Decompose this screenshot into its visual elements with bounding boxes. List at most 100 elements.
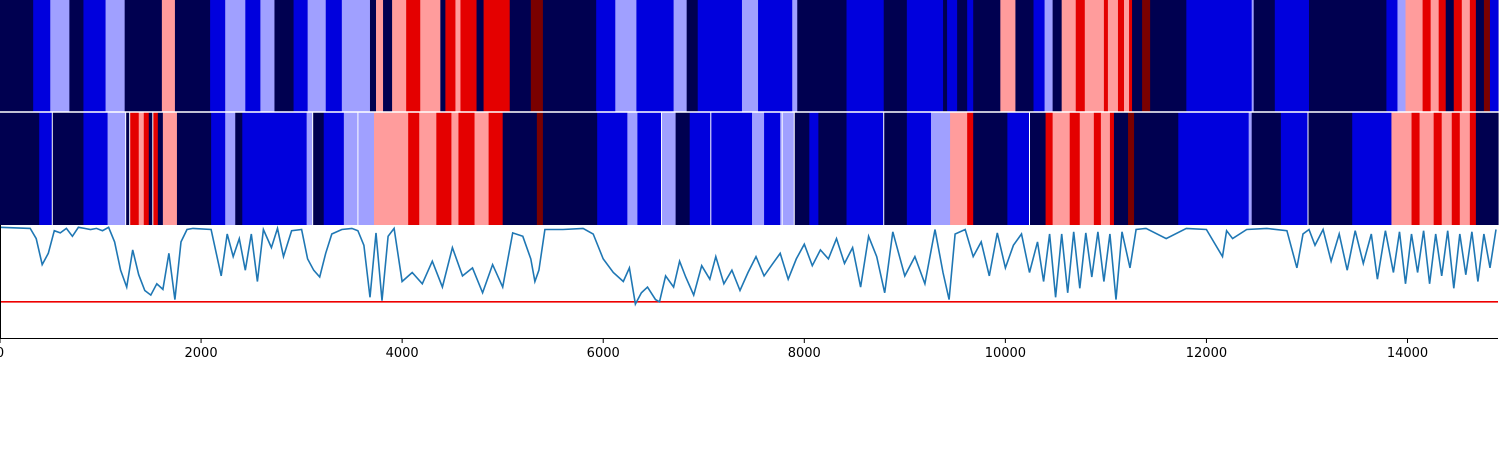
heatmap-cell	[1451, 112, 1461, 225]
heatmap-cell	[157, 112, 164, 225]
heatmap-cell	[488, 112, 504, 225]
heatmap-cell	[1397, 0, 1407, 112]
heatmap-cell	[50, 0, 70, 112]
heatmap-cell	[152, 112, 159, 225]
heatmap-cell	[1117, 0, 1125, 112]
heatmap-cell	[1489, 0, 1499, 112]
heatmap-cell	[1280, 112, 1309, 225]
heatmap-cell	[1084, 0, 1105, 112]
heatmap-track-top	[0, 0, 1499, 112]
heatmap-cell	[1248, 112, 1253, 225]
heatmap-cell	[675, 112, 691, 225]
heatmap-cell	[764, 112, 781, 225]
heatmap-cell	[1007, 112, 1031, 225]
heatmap-cell	[33, 0, 51, 112]
heatmap-cell	[242, 112, 262, 225]
heatmap-cell	[312, 112, 325, 225]
heatmap-cell	[883, 112, 908, 225]
heatmap-cell	[1433, 112, 1443, 225]
heatmap-cell	[1015, 0, 1035, 112]
x-tick-label: 2000	[185, 346, 218, 361]
heatmap-cell	[509, 0, 532, 112]
heatmap-cell	[689, 112, 712, 225]
heatmap-cell	[752, 112, 765, 225]
heatmap-cell	[458, 112, 476, 225]
heatmap-cell	[420, 0, 441, 112]
heatmap-cell	[124, 0, 163, 112]
x-tick-label: 0	[0, 346, 4, 361]
heatmap-cell	[542, 0, 597, 112]
line-panel	[0, 225, 1498, 339]
heatmap-cell	[1461, 0, 1471, 112]
heatmap-cell	[1128, 112, 1135, 225]
heatmap-cell	[499, 0, 511, 112]
heatmap-cell	[83, 0, 107, 112]
line-panel-background	[0, 225, 1498, 338]
heatmap-cell	[392, 0, 407, 112]
heatmap-cell	[1251, 112, 1282, 225]
heatmap-cell	[1391, 112, 1413, 225]
heatmap-cell	[307, 0, 327, 112]
heatmap-cell	[697, 0, 743, 112]
heatmap-cell	[846, 112, 885, 225]
heatmap-cell	[419, 112, 437, 225]
heatmap-cell	[1132, 0, 1143, 112]
heatmap-cell	[343, 112, 359, 225]
heatmap-cell	[1405, 0, 1424, 112]
heatmap-cell	[174, 0, 211, 112]
x-tick-label: 8000	[788, 346, 821, 361]
heatmap-cell	[289, 112, 308, 225]
x-axis: 0 2000 4000 6000 8000 10000 12000 14000	[0, 338, 1428, 361]
heatmap-cell	[637, 112, 663, 225]
heatmap-cell	[1107, 0, 1119, 112]
x-tick-label: 6000	[587, 346, 620, 361]
heatmap-cell	[973, 0, 1001, 112]
heatmap-cell	[1445, 0, 1455, 112]
heatmap-cell	[1475, 112, 1499, 225]
heatmap-cell	[162, 112, 178, 225]
heatmap-cell	[406, 0, 421, 112]
heatmap-cell	[973, 112, 1008, 225]
heatmap-cell	[967, 112, 974, 225]
heatmap-cell	[341, 0, 371, 112]
heatmap-cell	[542, 112, 598, 225]
x-tick-label: 14000	[1387, 346, 1428, 361]
heatmap-cell	[530, 0, 544, 112]
heatmap-cell	[210, 0, 226, 112]
heatmap-cell	[451, 112, 460, 225]
heatmap-cell	[129, 112, 140, 225]
heatmap-cell	[627, 112, 639, 225]
heatmap-cell	[138, 112, 145, 225]
heatmap-cell	[39, 112, 53, 225]
heatmap-cell	[1150, 0, 1187, 112]
heatmap-cell	[261, 112, 291, 225]
heatmap-cell	[69, 0, 85, 112]
heatmap-cell	[930, 112, 951, 225]
heatmap-cell	[1308, 0, 1388, 112]
heatmap-cell	[176, 112, 212, 225]
heatmap-cell	[957, 0, 968, 112]
heatmap-cell	[661, 112, 677, 225]
heatmap-cell	[883, 0, 908, 112]
heatmap-cell	[1438, 0, 1447, 112]
heatmap-cell	[780, 112, 795, 225]
heatmap-cell	[797, 0, 848, 112]
heatmap-cell	[792, 0, 798, 112]
heatmap-cell	[460, 0, 478, 112]
heatmap-cell	[161, 0, 176, 112]
heatmap-cell	[1453, 0, 1463, 112]
heatmap-cell	[1052, 112, 1071, 225]
heatmap-cell	[1129, 0, 1133, 112]
heatmap-cell	[1109, 112, 1115, 225]
heatmap-cell	[1061, 0, 1077, 112]
heatmap-cell	[1386, 0, 1399, 112]
heatmap-cell	[52, 112, 85, 225]
heatmap-cell	[1469, 0, 1477, 112]
heatmap-cell	[1469, 112, 1477, 225]
heatmap-cell	[148, 112, 154, 225]
heatmap-cell	[794, 112, 810, 225]
heatmap-cell	[105, 0, 126, 112]
heatmap-cell	[741, 0, 759, 112]
heatmap-track-bottom	[0, 112, 1499, 225]
heatmap-cell	[408, 112, 420, 225]
